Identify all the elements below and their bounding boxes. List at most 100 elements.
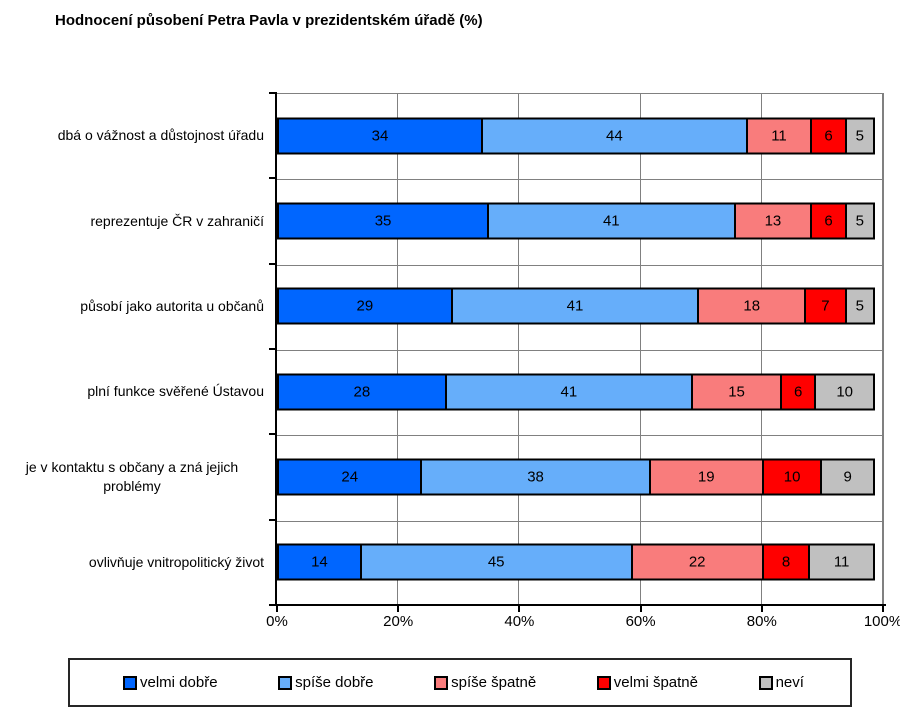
- y-axis-tick: [269, 177, 275, 180]
- bar-segment-1: 34: [277, 117, 484, 155]
- segment-value-label: 44: [606, 127, 623, 145]
- category-label-text: plní funkce svěřené Ústavou: [87, 383, 264, 400]
- x-axis-tick: [882, 606, 884, 612]
- category-label: ovlivňuje vnitropolitický život: [0, 520, 277, 605]
- legend-box: velmi dobře spíše dobře spíše špatně velmi …: [68, 658, 852, 707]
- bar-track: 14 45 22 8 11: [277, 520, 883, 605]
- y-axis-line: [275, 92, 277, 606]
- chart-row: plní funkce svěřené Ústavou 28 41 15 6 10: [0, 349, 883, 434]
- bar-rows: dbá o vážnost a důstojnost úřadu 34 44 11 6 5…: [0, 93, 883, 605]
- chart-row: je v kontaktu s občany a zná jejich prob…: [0, 434, 883, 519]
- bar-segment-4: 7: [804, 287, 847, 325]
- segment-value-label: 10: [836, 383, 854, 401]
- bar-segment-5: 5: [844, 287, 875, 325]
- x-axis-line: [275, 604, 886, 606]
- bar-segment-2: 44: [481, 117, 748, 155]
- category-label: je v kontaktu s občany a zná jejich prob…: [0, 434, 277, 519]
- bar-segment-5: 5: [844, 202, 875, 240]
- chart-title: Hodnocení působení Petra Pavla v prezide…: [55, 12, 483, 29]
- bar-segment-3: 13: [733, 202, 813, 240]
- bar-segment-3: 15: [691, 373, 783, 411]
- segment-value-label: 24: [341, 468, 359, 486]
- stacked-bar: 14 45 22 8 11: [277, 543, 883, 581]
- plot-area: [277, 93, 884, 606]
- segment-value-label: 35: [374, 212, 392, 230]
- x-axis-tick: [760, 606, 763, 612]
- legend-item: spíše špatně: [434, 674, 536, 691]
- bar-segment-2: 41: [487, 202, 736, 240]
- stacked-bar: 28 41 15 6 10: [277, 373, 883, 411]
- x-axis-label: 80%: [746, 613, 777, 630]
- x-axis-label: 60%: [625, 613, 656, 630]
- segment-value-label: 11: [771, 127, 787, 145]
- bar-segment-4: 10: [761, 458, 823, 496]
- chart-row: dbá o vážnost a důstojnost úřadu 34 44 11 6 5: [0, 93, 883, 178]
- category-label-text: je v kontaktu s občany a zná jejich prob…: [25, 459, 239, 494]
- y-axis-tick: [269, 604, 275, 606]
- gridline-horizontal: [277, 264, 883, 266]
- segment-value-label: 15: [728, 383, 745, 401]
- bar-segment-4: 6: [810, 202, 847, 240]
- category-label: dbá o vážnost a důstojnost úřadu: [0, 93, 277, 178]
- gridline-horizontal: [277, 435, 883, 437]
- legend-item: spíše dobře: [278, 674, 374, 691]
- segment-value-label: 19: [697, 468, 715, 486]
- chart-row: reprezentuje ČR v zahraničí 35 41 13 6 5: [0, 178, 883, 263]
- segment-value-label: 28: [353, 383, 371, 401]
- segment-value-label: 29: [356, 297, 374, 315]
- segment-value-label: 9: [843, 468, 852, 486]
- bar-segment-4: 6: [810, 117, 847, 155]
- bar-segment-1: 24: [277, 458, 423, 496]
- x-axis-tick: [518, 606, 521, 612]
- gridline-horizontal: [277, 179, 883, 181]
- category-label-text: dbá o vážnost a důstojnost úřadu: [57, 127, 264, 144]
- legend-swatch: [758, 675, 773, 690]
- category-label: působí jako autorita u občanů: [0, 264, 277, 349]
- stacked-bar: 29 41 18 7 5: [277, 287, 883, 325]
- segment-value-label: 10: [783, 468, 801, 486]
- legend-label: velmi dobře: [140, 674, 218, 691]
- category-label: plní funkce svěřené Ústavou: [0, 349, 277, 434]
- segment-value-label: 5: [855, 212, 864, 230]
- stacked-bar: 34 44 11 6 5: [277, 117, 883, 155]
- x-axis-tick: [276, 606, 278, 612]
- segment-value-label: 45: [487, 553, 505, 571]
- bar-segment-5: 5: [844, 117, 875, 155]
- x-axis-tick: [639, 606, 642, 612]
- segment-value-label: 13: [764, 212, 782, 230]
- segment-value-label: 11: [833, 553, 850, 571]
- bar-segment-1: 28: [277, 373, 447, 411]
- category-label: reprezentuje ČR v zahraničí: [0, 178, 277, 263]
- segment-value-label: 7: [821, 297, 830, 315]
- segment-value-label: 22: [688, 553, 706, 571]
- bar-track: 28 41 15 6 10: [277, 349, 883, 434]
- bar-segment-4: 6: [780, 373, 817, 411]
- bar-track: 24 38 19 10 9: [277, 434, 883, 519]
- legend-label: spíše dobře: [295, 674, 374, 691]
- legend-swatch: [596, 675, 611, 690]
- legend-item: velmi dobře: [123, 674, 218, 691]
- segment-value-label: 41: [566, 297, 584, 315]
- legend-label: neví: [775, 674, 804, 691]
- x-axis-label: 100%: [863, 613, 900, 630]
- segment-value-label: 8: [781, 553, 791, 571]
- chart-row: ovlivňuje vnitropolitický život 14 45 22 8 11: [0, 520, 883, 605]
- bar-segment-1: 14: [277, 543, 362, 581]
- bar-segment-2: 41: [450, 287, 700, 325]
- bar-segment-5: 9: [820, 458, 875, 496]
- bar-segment-1: 29: [277, 287, 453, 325]
- legend-swatch: [434, 675, 449, 690]
- bar-segment-3: 11: [745, 117, 813, 155]
- category-label-text: působí jako autorita u občanů: [80, 297, 264, 314]
- segment-value-label: 34: [371, 127, 389, 145]
- segment-value-label: 6: [794, 383, 803, 401]
- bar-segment-3: 18: [697, 287, 807, 325]
- y-axis-tick: [269, 518, 275, 521]
- y-axis-tick: [269, 262, 275, 265]
- bar-segment-2: 45: [359, 543, 633, 581]
- segment-value-label: 14: [311, 553, 328, 571]
- legend-swatch: [278, 675, 293, 690]
- segment-value-label: 5: [855, 127, 864, 145]
- legend-item: neví: [758, 674, 804, 691]
